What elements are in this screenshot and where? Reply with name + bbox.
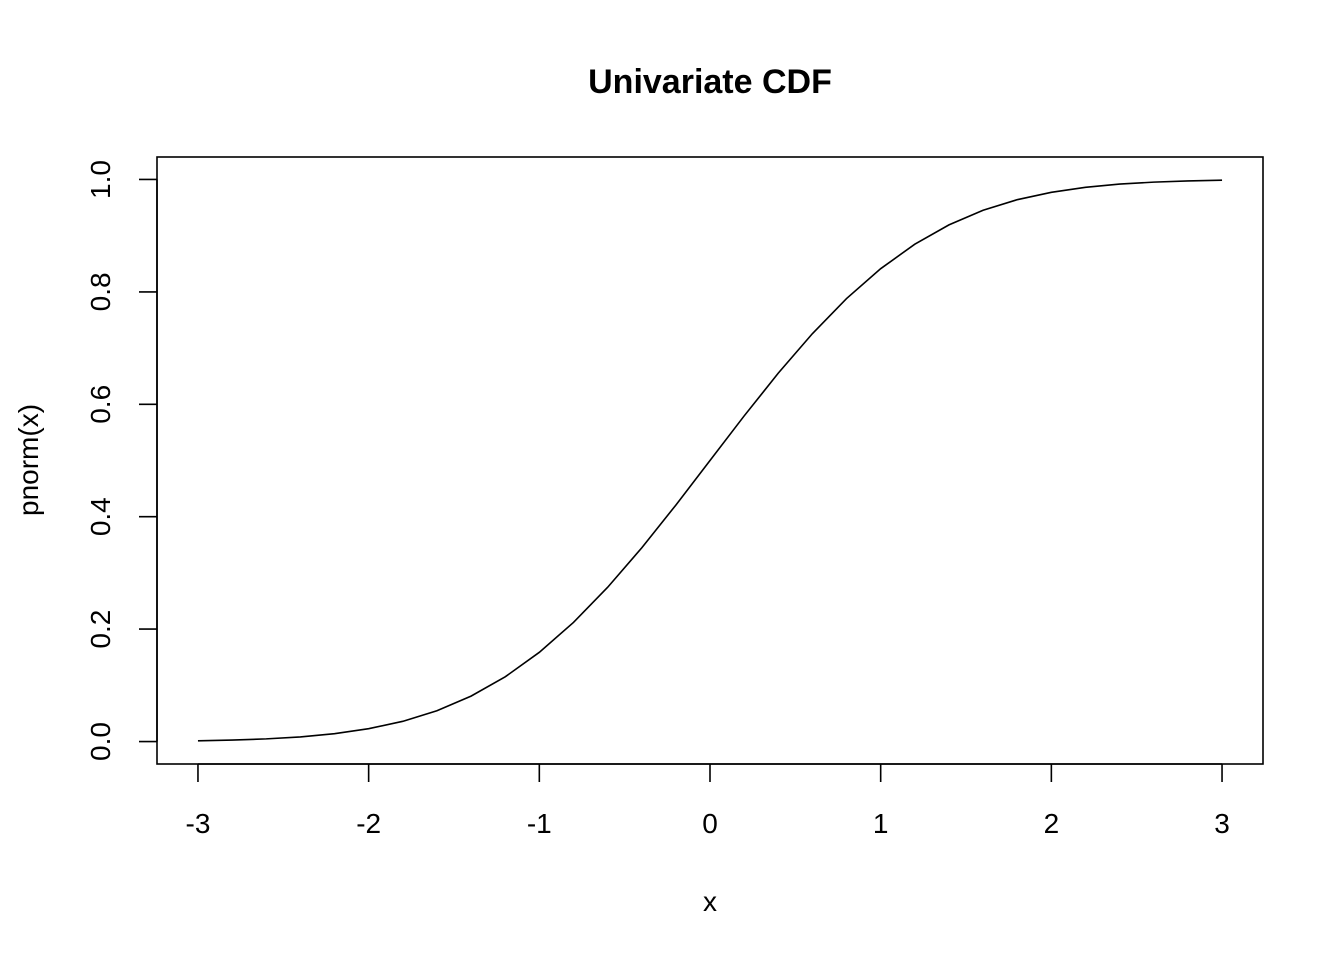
series-line-pnorm [197,179,1223,742]
x-tick-label: -2 [356,808,381,839]
y-axis-label: pnorm(x) [13,404,44,516]
chart-title: Univariate CDF [588,63,832,101]
x-tick-label: 2 [1044,808,1060,839]
x-tick-label: 0 [702,808,718,839]
y-tick-label: 0.4 [85,497,116,536]
y-axis: 0.0 0.2 0.4 0.6 0.8 1.0 [85,160,158,761]
x-axis-label: x [703,886,717,917]
y-tick-label: 0.2 [85,610,116,649]
y-tick-label: 0.8 [85,272,116,311]
x-tick-label: 1 [873,808,889,839]
y-tick-label: 0.6 [85,385,116,424]
x-tick-label: -3 [186,808,211,839]
x-tick-label: 3 [1214,808,1230,839]
x-tick-label: -1 [527,808,552,839]
y-tick-label: 0.0 [85,722,116,761]
y-tick-label: 1.0 [85,160,116,199]
x-axis: -3 -2 -1 0 1 2 3 [186,763,1230,839]
